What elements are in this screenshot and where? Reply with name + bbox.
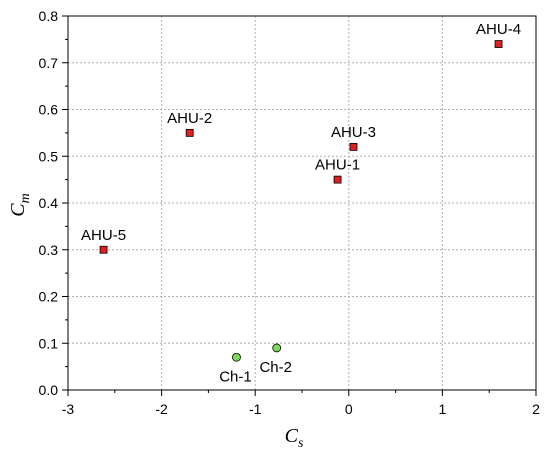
x-tick-label: -2 (155, 401, 168, 417)
data-point (349, 142, 358, 151)
data-point (494, 40, 503, 48)
y-tick-label: 0.7 (39, 55, 59, 71)
y-tick-label: 0.8 (39, 8, 59, 24)
data-point (99, 245, 108, 254)
data-point-label: Ch-1 (219, 368, 252, 385)
data-point (185, 128, 194, 137)
grid-lines (68, 16, 536, 390)
x-tick-label: -1 (249, 401, 262, 417)
y-tick-label: 0.2 (39, 289, 59, 305)
data-point-label: Ch-2 (259, 359, 292, 376)
x-tick-label: 2 (532, 401, 540, 417)
data-point-label: AHU-2 (167, 110, 212, 127)
y-tick-label: 0.0 (39, 382, 59, 398)
data-point (232, 352, 241, 362)
data-points (99, 40, 503, 362)
y-tick-label: 0.1 (39, 335, 59, 351)
x-tick-label: 1 (439, 401, 447, 417)
y-tick-label: 0.6 (39, 102, 59, 118)
y-tick-label: 0.5 (39, 148, 59, 164)
data-point (272, 343, 282, 353)
tick-labels: -3 -2 -1 0 1 2 0.0 0.1 0.2 0.3 0.4 0.5 0.6 0.7 0.8 (39, 8, 541, 417)
axis-ticks (62, 15, 537, 396)
y-tick-label: 0.3 (39, 242, 59, 258)
point-labels: AHU-4 AHU-2 AHU-3 AHU-1 AHU-5 Ch-1 Ch-2 (81, 21, 521, 385)
y-tick-label: 0.4 (39, 195, 59, 211)
x-tick-label: 0 (345, 401, 353, 417)
y-axis-label: Cm (7, 193, 33, 216)
data-point-label: AHU-4 (476, 21, 521, 38)
x-tick-label: -3 (62, 401, 75, 417)
x-axis-label: Cs (285, 425, 304, 451)
data-point-label: AHU-1 (315, 157, 360, 174)
data-point-label: AHU-3 (331, 124, 376, 141)
data-point-label: AHU-5 (81, 227, 126, 244)
data-point (333, 175, 342, 184)
